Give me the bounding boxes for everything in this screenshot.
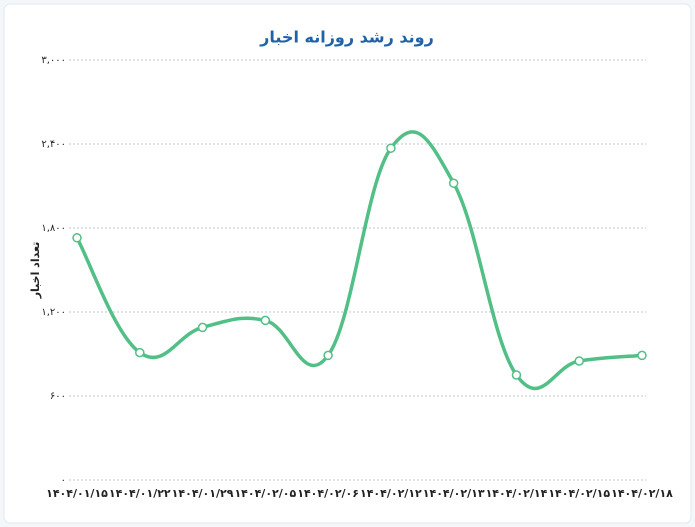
point (197, 322, 208, 333)
line (75, 130, 644, 391)
chart-title: روند رشد روزانه اخبار (259, 28, 434, 47)
x-tick-label: ۱۴۰۴/۰۲/۱۲ (360, 487, 422, 500)
y-tick-label: ۰ (61, 475, 66, 486)
point (72, 233, 82, 243)
x-tick-label: ۱۴۰۴/۰۱/۲۲ (109, 487, 171, 500)
point (511, 370, 522, 380)
x-tick-label: ۱۴۰۴/۰۲/۱۳ (423, 487, 485, 500)
point (574, 356, 584, 366)
point (637, 350, 647, 361)
card (3, 3, 692, 524)
x-tick-label: ۱۴۰۴/۰۱/۱۵ (46, 487, 108, 500)
x-tick-label: ۱۴۰۴/۰۱/۲۹ (172, 487, 234, 500)
point (260, 315, 271, 326)
point (135, 347, 145, 358)
y-tick-label: ۱,۲۰۰ (41, 307, 66, 318)
point (323, 350, 333, 361)
y-tick-label: ۱,۸۰۰ (41, 223, 66, 234)
y-tick-label: ۶۰۰ (50, 391, 66, 402)
y-tick-label: ۳,۰۰۰ (41, 55, 66, 66)
x-tick-label: ۱۴۰۴/۰۲/۱۸ (611, 487, 673, 500)
x-tick-label: ۱۴۰۴/۰۲/۱۵ (548, 487, 610, 500)
y-axis-label: تعداد اخبار (29, 242, 42, 300)
x-tick-label: ۱۴۰۴/۰۲/۰۶ (297, 487, 359, 500)
point (448, 178, 459, 188)
point (386, 143, 396, 153)
x-tick-label: ۱۴۰۴/۰۲/۱۴ (486, 487, 548, 500)
x-tick-label: ۱۴۰۴/۰۲/۰۵ (234, 487, 296, 500)
y-tick-label: ۲,۴۰۰ (41, 139, 66, 150)
